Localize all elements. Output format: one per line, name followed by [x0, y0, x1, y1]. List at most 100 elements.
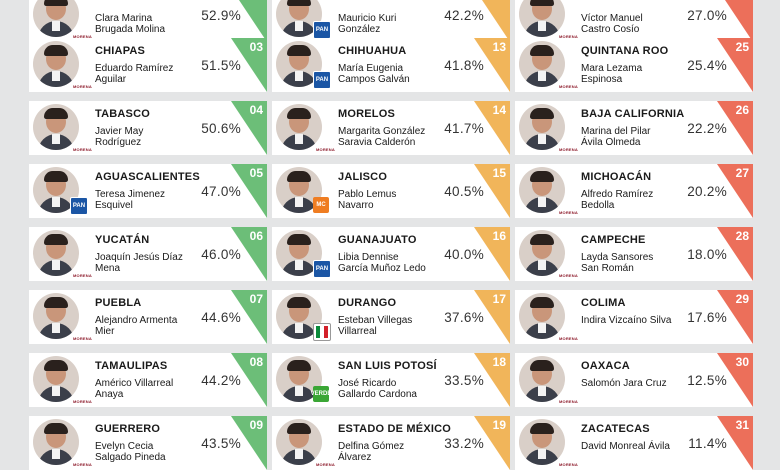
- approval-percent: 40.0%: [444, 247, 484, 262]
- governor-card: MC JALISCO Pablo Lemus Navarro 40.5% 15: [272, 164, 510, 218]
- morena-logo-icon: MORENA: [559, 210, 578, 215]
- approval-percent: 40.5%: [444, 184, 484, 199]
- morena-logo-icon: MORENA: [73, 147, 92, 152]
- governor-card: MORENA Clara Marina Brugada Molina 52.9%: [29, 0, 267, 42]
- governor-name: Alfredo Ramírez Bedolla: [581, 189, 654, 211]
- governor-card: MORENA TABASCO Javier May Rodríguez 50.6% 04: [29, 101, 267, 155]
- approval-percent: 37.6%: [444, 310, 484, 325]
- mc-logo-icon: MC: [313, 197, 329, 213]
- governor-name: Mauricio Kuri González: [338, 13, 397, 35]
- governor-name: Américo Villarreal Anaya: [95, 378, 174, 400]
- state-name: JALISCO: [338, 171, 388, 183]
- governor-card: MORENA CAMPECHE Layda Sansores San Román 18…: [515, 227, 753, 281]
- approval-percent: 44.2%: [201, 373, 241, 388]
- governor-name: Delfina Gómez Álvarez: [338, 441, 405, 463]
- approval-percent: 12.5%: [687, 373, 727, 388]
- morena-logo-icon: MORENA: [73, 336, 92, 341]
- state-name: OAXACA: [581, 360, 630, 372]
- governor-card: PAN AGUASCALIENTES Teresa Jimenez Esquivel…: [29, 164, 267, 218]
- governor-portrait-icon: [33, 419, 79, 465]
- governor-name: Libia Dennise García Muñoz Ledo: [338, 252, 426, 274]
- governor-card: PAN CHIHUAHUA María Eugenia Campos Galván 4…: [272, 38, 510, 92]
- governor-portrait-icon: [33, 293, 79, 339]
- governor-name: Mara Lezama Espinosa: [581, 63, 643, 85]
- approval-percent: 17.6%: [687, 310, 727, 325]
- governor-portrait-icon: [519, 419, 565, 465]
- governor-name: Víctor Manuel Castro Cosío: [581, 13, 643, 35]
- governor-card: MORENA COLIMA Indira Vizcaíno Silva 17.6% 29: [515, 290, 753, 344]
- approval-percent: 47.0%: [201, 184, 241, 199]
- state-name: AGUASCALIENTES: [95, 171, 200, 183]
- governor-card: MORENA PUEBLA Alejandro Armenta Mier 44.6% 0…: [29, 290, 267, 344]
- approval-percent: 27.0%: [687, 8, 727, 23]
- approval-percent: 11.4%: [688, 436, 727, 451]
- approval-percent: 22.2%: [687, 121, 727, 136]
- approval-percent: 41.7%: [444, 121, 484, 136]
- governor-name: Javier May Rodríguez: [95, 126, 144, 148]
- morena-logo-icon: MORENA: [73, 84, 92, 89]
- state-name: TAMAULIPAS: [95, 360, 168, 372]
- pvem-logo-icon: VERDE: [311, 386, 331, 402]
- governor-portrait-icon: [519, 167, 565, 213]
- governor-name: Eduardo Ramírez Aguilar: [95, 63, 174, 85]
- pri-pvem-logo-icon: [313, 323, 331, 341]
- approval-percent: 18.0%: [687, 247, 727, 262]
- governor-name: María Eugenia Campos Galván: [338, 63, 410, 85]
- pan-logo-icon: PAN: [313, 71, 331, 89]
- state-name: ZACATECAS: [581, 423, 650, 435]
- governor-portrait-icon: [33, 230, 79, 276]
- state-name: MICHOACÁN: [581, 171, 652, 183]
- governor-card: MORENA YUCATÁN Joaquín Jesús Díaz Mena 46.0…: [29, 227, 267, 281]
- pan-logo-icon: PAN: [70, 197, 88, 215]
- governor-card: MORENA OAXACA Salomón Jara Cruz 12.5% 30: [515, 353, 753, 407]
- morena-logo-icon: MORENA: [73, 399, 92, 404]
- governor-portrait-icon: [519, 0, 565, 37]
- morena-logo-icon: MORENA: [559, 34, 578, 39]
- governor-name: Salomón Jara Cruz: [581, 378, 667, 389]
- state-name: QUINTANA ROO: [581, 45, 669, 57]
- morena-logo-icon: MORENA: [316, 147, 335, 152]
- governor-portrait-icon: [519, 104, 565, 150]
- governor-name: Teresa Jimenez Esquivel: [95, 189, 166, 211]
- state-name: MORELOS: [338, 108, 396, 120]
- approval-percent: 51.5%: [201, 58, 241, 73]
- governor-portrait-icon: [519, 230, 565, 276]
- governor-card: MORENA Víctor Manuel Castro Cosío 27.0%: [515, 0, 753, 42]
- governor-portrait-icon: [33, 0, 79, 37]
- governor-portrait-icon: [519, 41, 565, 87]
- governor-name: Marina del Pilar Ávila Olmeda: [581, 126, 651, 148]
- state-name: TABASCO: [95, 108, 150, 120]
- state-name: DURANGO: [338, 297, 397, 309]
- governor-name: Indira Vizcaíno Silva: [581, 315, 672, 326]
- approval-percent: 25.4%: [687, 58, 727, 73]
- governor-portrait-icon: [519, 293, 565, 339]
- state-name: SAN LUIS POTOSÍ: [338, 360, 437, 372]
- approval-percent: 43.5%: [201, 436, 241, 451]
- governor-card: DURANGO Esteban Villegas Villarreal 37.6% 1…: [272, 290, 510, 344]
- governor-name: David Monreal Ávila: [581, 441, 670, 452]
- governor-card: MORENA MICHOACÁN Alfredo Ramírez Bedolla 20…: [515, 164, 753, 218]
- state-name: CAMPECHE: [581, 234, 646, 246]
- governor-card: VERDE SAN LUIS POTOSÍ José Ricardo Gallard…: [272, 353, 510, 407]
- governor-name: Esteban Villegas Villarreal: [338, 315, 413, 337]
- morena-logo-icon: MORENA: [316, 462, 335, 467]
- governor-portrait-icon: [276, 419, 322, 465]
- governor-card: MORENA GUERRERO Evelyn Cecia Salgado Pined…: [29, 416, 267, 470]
- morena-logo-icon: MORENA: [559, 399, 578, 404]
- state-name: CHIAPAS: [95, 45, 146, 57]
- morena-logo-icon: MORENA: [73, 462, 92, 467]
- governor-name: Clara Marina Brugada Molina: [95, 13, 166, 35]
- governor-name: Alejandro Armenta Mier: [95, 315, 178, 337]
- approval-percent: 42.2%: [444, 8, 484, 23]
- governor-name: Evelyn Cecia Salgado Pineda: [95, 441, 166, 463]
- approval-percent: 20.2%: [687, 184, 727, 199]
- state-name: ESTADO DE MÉXICO: [338, 423, 452, 435]
- governor-card: MORENA MORELOS Margarita González Saravia …: [272, 101, 510, 155]
- morena-logo-icon: MORENA: [559, 462, 578, 467]
- state-name: BAJA CALIFORNIA: [581, 108, 685, 120]
- morena-logo-icon: MORENA: [559, 147, 578, 152]
- state-name: YUCATÁN: [95, 234, 150, 246]
- morena-logo-icon: MORENA: [559, 84, 578, 89]
- approval-percent: 50.6%: [201, 121, 241, 136]
- pan-logo-icon: PAN: [313, 21, 331, 39]
